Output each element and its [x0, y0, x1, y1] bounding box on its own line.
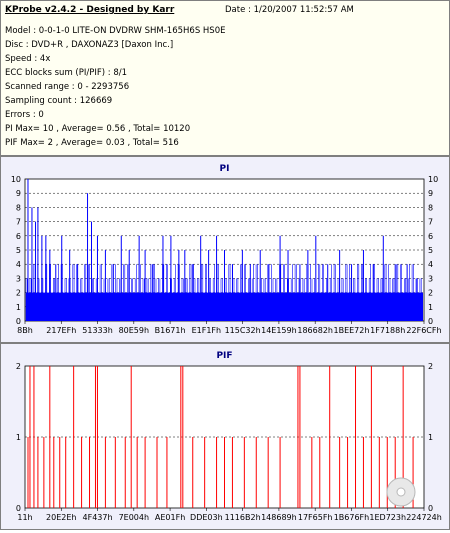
- pi-chart-panel: PI 0 0 1 1 2 2 3 3 4 4 5 5 6 6 7 7 8 8 9 9 10 10 8Bh 217EFh 51333…: [0, 156, 450, 343]
- disc-line: Disc : DVD+R , DAXONAZ3 [Daxon Inc.]: [5, 40, 174, 50]
- pif-x-tick-label: 11h: [17, 513, 32, 522]
- pif-y-tick-label-right: 1: [428, 433, 433, 442]
- range-line: Scanned range : 0 - 2293756: [5, 82, 130, 92]
- pi-y-tick-label-left: 4: [16, 260, 21, 269]
- pif-summary-line: PIF Max= 2 , Average= 0.03 , Total= 516: [5, 138, 179, 148]
- speed-line: Speed : 4x: [5, 54, 51, 64]
- pi-y-tick-label-left: 10: [11, 175, 21, 184]
- pi-y-tick-label-left: 8: [16, 203, 21, 212]
- pi-x-tick-label: E1F1Fh: [192, 326, 222, 335]
- pi-chart: PI 0 0 1 1 2 2 3 3 4 4 5 5 6 6 7 7 8 8 9 9 10 10 8Bh 217EFh 51333…: [11, 164, 442, 335]
- pif-x-tick-label: 4F437h: [83, 513, 113, 522]
- pif-x-tick-label: 1B676Fh: [334, 513, 370, 522]
- pi-x-tick-label: 1BEE72h: [333, 326, 369, 335]
- pi-x-tick-label: 22F6CFh: [406, 326, 441, 335]
- pi-y-tick-label-right: 2: [428, 289, 433, 298]
- pif-x-tick-label: AE01Fh: [155, 513, 185, 522]
- pif-y-tick-label-left: 2: [16, 362, 21, 371]
- pif-x-tick-label: 1ED723h: [369, 513, 406, 522]
- pi-chart-title: PI: [220, 164, 230, 174]
- pif-y-tick-label-right: 2: [428, 362, 433, 371]
- scan-date: Date : 1/20/2007 11:52:57 AM: [225, 5, 354, 15]
- pi-y-tick-label-right: 9: [428, 189, 433, 198]
- pi-y-tick-label-left: 9: [16, 189, 21, 198]
- pif-y-tick-label-left: 1: [16, 433, 21, 442]
- pi-x-tick-label: 51333h: [82, 326, 113, 335]
- pif-x-tick-label: 20E2Eh: [46, 513, 76, 522]
- pi-y-tick-label-right: 0: [428, 317, 433, 326]
- pif-x-tick-label: 1116B2h: [225, 513, 261, 522]
- pif-chart-panel: PIF 0 0 1 1 2 2 11h 20E2Eh 4F437h 7E004h AE01Fh DDE0…: [0, 343, 450, 530]
- pi-x-tick-label: 115C32h: [225, 326, 261, 335]
- pif-y-tick-label-right: 0: [428, 504, 433, 513]
- pi-x-tick-label: 14E159h: [261, 326, 297, 335]
- info-panel: KProbe v2.4.2 - Designed by Karr Date : …: [0, 0, 450, 156]
- pi-summary-line: PI Max= 10 , Average= 0.56 , Total= 1012…: [5, 124, 191, 134]
- ecc-line: ECC blocks sum (PI/PIF) : 8/1: [5, 68, 128, 78]
- pi-y-tick-label-left: 0: [16, 317, 21, 326]
- pi-y-tick-label-right: 1: [428, 303, 433, 312]
- app-title: KProbe v2.4.2 - Designed by Karr: [5, 5, 175, 15]
- pi-y-tick-label-left: 6: [16, 232, 21, 241]
- pi-x-tick-label: 186682h: [297, 326, 333, 335]
- pif-x-tick-label: 7E004h: [119, 513, 149, 522]
- sampling-line: Sampling count : 126669: [5, 96, 113, 106]
- pi-y-tick-label-left: 7: [16, 218, 21, 227]
- pi-x-tick-label: 80E59h: [119, 326, 149, 335]
- pif-x-tick-label: 224724h: [406, 513, 442, 522]
- errors-line: Errors : 0: [5, 110, 44, 120]
- pif-chart-title: PIF: [216, 351, 232, 361]
- pi-y-tick-label-left: 3: [16, 274, 21, 283]
- disc-hole-icon: [396, 487, 406, 497]
- pi-x-tick-label: B1671h: [155, 326, 186, 335]
- pi-y-tick-label-right: 6: [428, 232, 433, 241]
- pi-y-tick-label-right: 10: [428, 175, 438, 184]
- pif-chart: PIF 0 0 1 1 2 2 11h 20E2Eh 4F437h 7E004h AE01Fh DDE0…: [16, 351, 442, 522]
- pi-y-tick-label-right: 8: [428, 203, 433, 212]
- pif-x-tick-label: 17F65Fh: [298, 513, 333, 522]
- pi-y-tick-label-left: 5: [16, 246, 21, 255]
- pif-x-tick-label: 148689h: [261, 513, 297, 522]
- pif-y-tick-label-left: 0: [16, 504, 21, 513]
- pi-x-tick-label: 8Bh: [17, 326, 33, 335]
- pi-y-tick-label-left: 2: [16, 289, 21, 298]
- pi-y-tick-label-right: 7: [428, 218, 433, 227]
- pi-y-tick-label-left: 1: [16, 303, 21, 312]
- pi-y-tick-label-right: 5: [428, 246, 433, 255]
- pi-y-tick-label-right: 3: [428, 274, 433, 283]
- pi-y-tick-label-right: 4: [428, 260, 433, 269]
- pi-x-tick-label: 217EFh: [46, 326, 76, 335]
- pif-x-tick-label: DDE03h: [190, 513, 223, 522]
- pi-x-tick-label: 1F7188h: [370, 326, 405, 335]
- model-line: Model : 0-0-1-0 LITE-ON DVDRW SHM-165H6S…: [5, 26, 226, 36]
